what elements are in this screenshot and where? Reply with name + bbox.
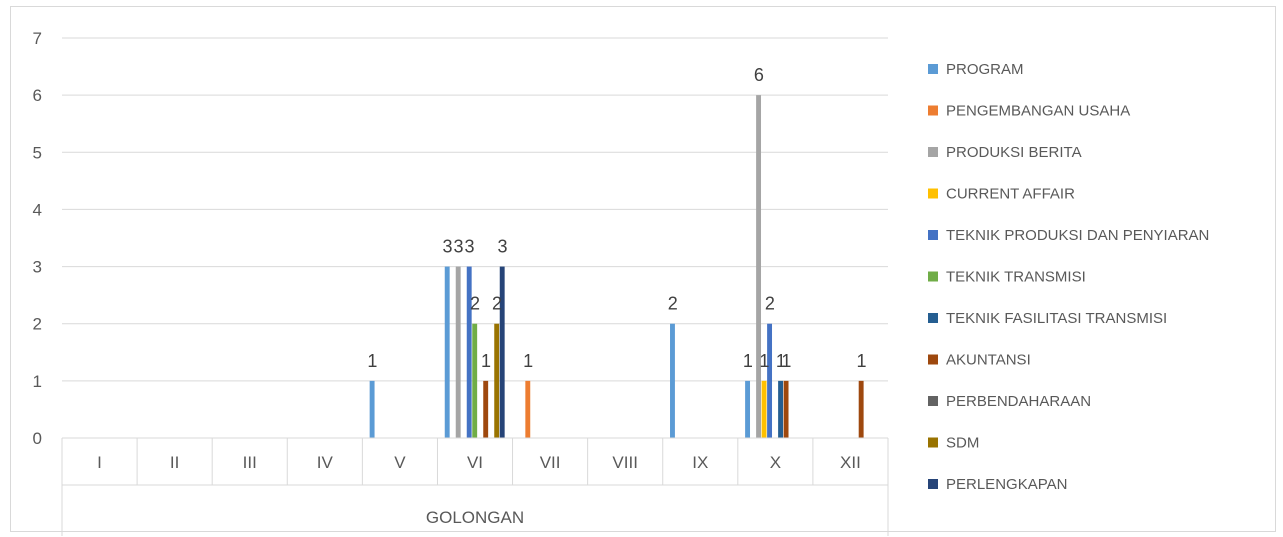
data-label: 2 [765, 294, 775, 314]
legend-label: TEKNIK PRODUKSI DAN PENYIARAN [946, 227, 1209, 244]
legend-label: PRODUKSI BERITA [946, 144, 1082, 161]
y-tick-label: 7 [33, 29, 42, 48]
x-axis-title: GOLONGAN [426, 508, 524, 527]
legend-label: CURRENT AFFAIR [946, 186, 1075, 203]
legend-label: PERBENDAHARAAN [946, 393, 1091, 410]
x-tick-label: VIII [612, 453, 638, 472]
bar [499, 266, 505, 438]
legend-label: TEKNIK FASILITASI TRANSMISI [946, 310, 1167, 327]
data-label: 1 [743, 351, 753, 371]
data-label: 3 [464, 237, 474, 257]
x-tick-label: IV [317, 453, 334, 472]
y-axis-ticks: 0 1 2 3 4 5 6 7 [33, 29, 42, 448]
legend-label: SDM [946, 435, 979, 452]
bar [525, 380, 531, 438]
legend-swatch [928, 479, 938, 489]
data-label: 2 [470, 294, 480, 314]
bar [472, 323, 478, 438]
legend-swatch [928, 354, 938, 365]
x-tick-label: X [770, 453, 781, 472]
bar [369, 380, 375, 438]
legend-swatch [928, 230, 938, 240]
legend-label: AKUNTANSI [946, 352, 1031, 369]
legend-label: PERLENGKAPAN [946, 476, 1067, 493]
legend-swatch [928, 396, 938, 406]
bar [483, 380, 489, 438]
bar [494, 323, 500, 438]
bar [858, 380, 864, 438]
legend-swatch [928, 271, 938, 282]
legend-label: PENGEMBANGAN USAHA [946, 103, 1130, 120]
x-tick-label: IX [692, 453, 708, 472]
bar [745, 380, 751, 438]
data-label: 6 [754, 65, 764, 85]
y-tick-label: 1 [33, 372, 42, 391]
data-label: 1 [856, 351, 866, 371]
data-label: 1 [776, 351, 786, 371]
data-label: 1 [523, 351, 533, 371]
legend-swatch [928, 64, 938, 74]
legend-swatch [928, 188, 938, 199]
x-tick-label: V [394, 453, 406, 472]
y-tick-label: 6 [33, 86, 42, 105]
bar [466, 266, 472, 438]
legend-swatch [928, 105, 938, 116]
legend-swatch [928, 437, 938, 448]
bar [444, 266, 450, 438]
bars [369, 95, 864, 439]
data-label: 3 [442, 237, 452, 257]
legend-label: PROGRAM [946, 61, 1024, 78]
bar [761, 380, 767, 438]
x-tick-label: VII [540, 453, 561, 472]
data-label: 3 [453, 237, 463, 257]
bar [756, 95, 762, 439]
x-tick-label: XII [840, 453, 861, 472]
x-tick-label: III [243, 453, 257, 472]
x-tick-label: II [170, 453, 179, 472]
y-tick-label: 5 [33, 143, 42, 162]
bar [670, 323, 675, 438]
y-tick-label: 0 [33, 429, 42, 448]
chart-frame [10, 6, 1276, 532]
y-tick-label: 3 [33, 258, 42, 277]
y-tick-label: 4 [33, 200, 42, 219]
x-axis: I II III IV V VI VII VIII IX X XII [61, 437, 889, 536]
legend: PROGRAM PENGEMBANGAN USAHA PRODUKSI BERITA… [928, 61, 1209, 493]
data-label: 3 [497, 237, 507, 257]
y-tick-label: 2 [33, 315, 42, 334]
data-label: 1 [367, 351, 377, 371]
legend-swatch [928, 147, 938, 157]
bar [778, 380, 784, 438]
legend-label: TEKNIK TRANSMISI [946, 269, 1086, 286]
data-label: 1 [759, 351, 769, 371]
x-tick-label: VI [467, 453, 483, 472]
bar [767, 323, 773, 438]
data-label: 2 [492, 294, 502, 314]
bar [783, 380, 789, 438]
bar [455, 266, 461, 438]
x-tick-label: I [97, 453, 102, 472]
data-label: 1 [781, 351, 791, 371]
legend-swatch [928, 313, 938, 323]
data-label: 1 [481, 351, 491, 371]
data-label: 2 [668, 294, 678, 314]
